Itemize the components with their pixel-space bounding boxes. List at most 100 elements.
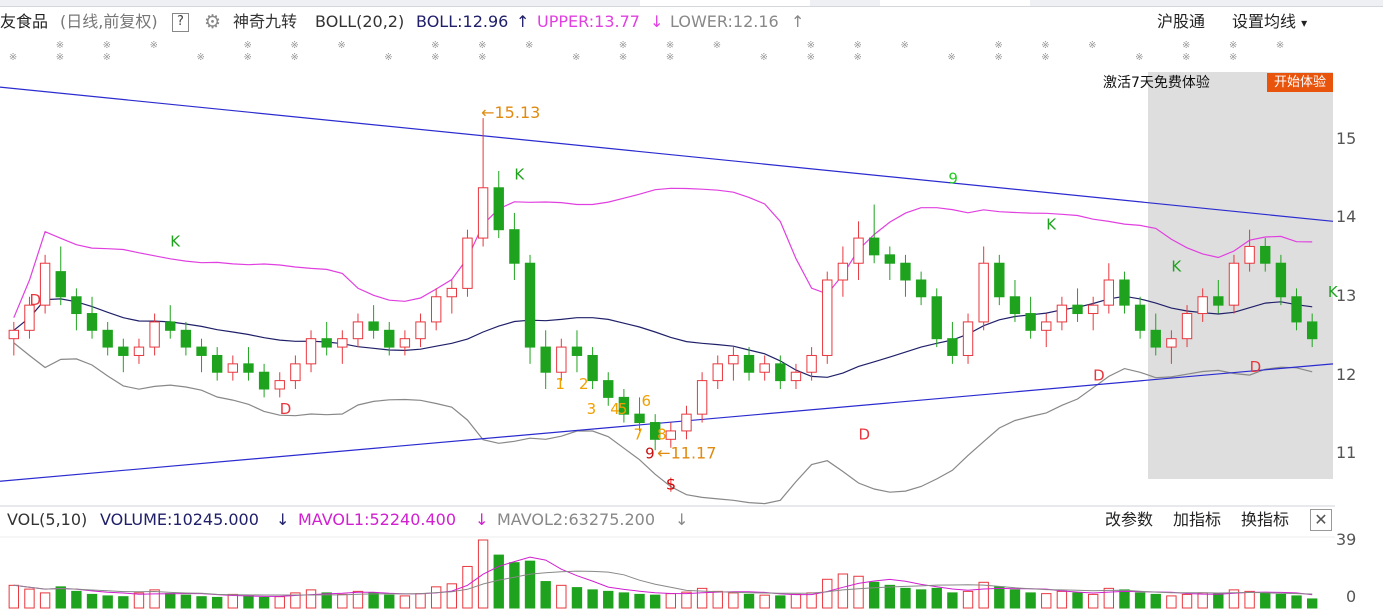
candle-body <box>728 354 739 365</box>
mavol1-arrow-icon: ↓ <box>475 510 489 529</box>
high-price-label: ←15.13 <box>481 103 540 122</box>
candle-body <box>571 346 583 356</box>
k-signal-label: K <box>514 165 525 183</box>
candle-body <box>868 237 880 256</box>
set-ma-button[interactable]: 设置均线 ▾ <box>1232 10 1307 35</box>
boll-upper-line <box>13 187 1313 318</box>
volume-bar <box>1150 593 1161 609</box>
volume-bar <box>790 593 802 609</box>
event-marker: ※ <box>103 52 111 63</box>
candle-body <box>8 329 20 340</box>
candle-body <box>258 371 270 390</box>
event-marker: ※ <box>1229 40 1237 51</box>
volume-bar <box>39 592 51 609</box>
trendline-lower <box>0 363 1334 482</box>
candle-body <box>681 413 692 432</box>
volume-bar <box>446 583 458 609</box>
candle-body <box>806 354 817 373</box>
candle-body <box>1009 296 1021 315</box>
volume-bar <box>884 584 896 609</box>
candle-body <box>1181 313 1193 340</box>
candle-body <box>634 413 645 424</box>
volume-bar <box>180 594 192 609</box>
lower-arrow-icon: ↑ <box>791 12 805 31</box>
event-marker: ※ <box>384 52 392 63</box>
hgt-button[interactable]: 沪股通 <box>1157 12 1206 31</box>
candle-body <box>649 422 661 440</box>
switch-indicator-button[interactable]: 换指标 <box>1241 510 1290 529</box>
indicator-name[interactable]: 神奇九转 <box>233 12 298 31</box>
volume-bar <box>384 594 395 609</box>
volume-bar <box>290 592 301 609</box>
candle-body <box>540 346 551 373</box>
candle-body <box>618 396 630 415</box>
volume-bar <box>649 594 661 609</box>
volume-bar <box>211 596 223 609</box>
volume-bar <box>540 581 551 609</box>
candle-body <box>305 338 317 365</box>
event-marker: ※ <box>1229 52 1237 63</box>
event-marker: ※ <box>431 40 439 51</box>
tab-indicator-b[interactable] <box>880 0 1030 6</box>
volume-bar <box>587 589 598 609</box>
candle-body <box>118 346 129 356</box>
candle-body <box>24 304 35 331</box>
td-count-label: 6 <box>642 392 652 410</box>
period-label[interactable]: (日线,前复权) <box>60 12 158 31</box>
price-tick-12: 12 <box>1336 365 1357 384</box>
event-marker: ※ <box>947 52 955 63</box>
k-signal-label: K <box>1328 283 1339 301</box>
change-params-button[interactable]: 改参数 <box>1105 510 1154 529</box>
event-marker: ※ <box>807 40 815 51</box>
candle-body <box>462 237 473 289</box>
candle-body <box>1244 245 1255 264</box>
volume-bar <box>102 595 113 609</box>
event-marker: ※ <box>1088 40 1096 51</box>
volume-bar <box>853 575 864 609</box>
candle-body <box>1213 296 1224 306</box>
candle-body <box>321 338 332 348</box>
volume-bar <box>1181 593 1193 609</box>
volume-bar <box>368 592 379 609</box>
close-icon[interactable]: ✕ <box>1310 509 1332 531</box>
event-marker: ※ <box>1041 52 1049 63</box>
candle-body <box>102 329 113 348</box>
volume-bar <box>55 586 66 609</box>
candle-body <box>931 296 942 340</box>
event-marker: ※ <box>854 40 862 51</box>
event-marker: ※ <box>150 40 158 51</box>
candle-body <box>509 229 520 264</box>
volume-bar <box>196 596 207 609</box>
candle-body <box>1134 304 1146 331</box>
volume-bar <box>1103 587 1115 609</box>
volume-bar <box>1244 590 1255 609</box>
volume-bar <box>634 593 645 609</box>
candle-body <box>227 363 239 373</box>
start-trial-button[interactable]: 开始体验 <box>1267 73 1333 92</box>
gear-icon[interactable]: ⚙ <box>204 11 222 33</box>
candle-body <box>1228 262 1240 306</box>
candle-body <box>290 363 301 382</box>
trendline-upper <box>0 86 1334 222</box>
candle-body <box>1260 245 1271 264</box>
event-marker: ※ <box>1182 40 1190 51</box>
candle-body <box>962 321 974 356</box>
event-marker: ※ <box>197 52 205 63</box>
td-count-label: 8 <box>657 425 667 443</box>
volume-value: VOLUME:10245.000 <box>100 510 259 529</box>
candle-body <box>712 363 723 382</box>
volume-bar <box>837 573 849 609</box>
tab-indicator-a[interactable] <box>640 0 810 6</box>
event-marker: ※ <box>994 40 1002 51</box>
volume-bar <box>24 588 35 609</box>
candle-body <box>71 296 82 315</box>
mavol2-line <box>13 570 1313 596</box>
price-tick-11: 11 <box>1336 443 1357 462</box>
volume-bar <box>868 581 880 609</box>
help-icon[interactable]: ? <box>172 13 189 32</box>
add-indicator-button[interactable]: 加指标 <box>1173 510 1222 529</box>
volume-bar <box>493 554 504 609</box>
volume-bar <box>1056 590 1068 609</box>
